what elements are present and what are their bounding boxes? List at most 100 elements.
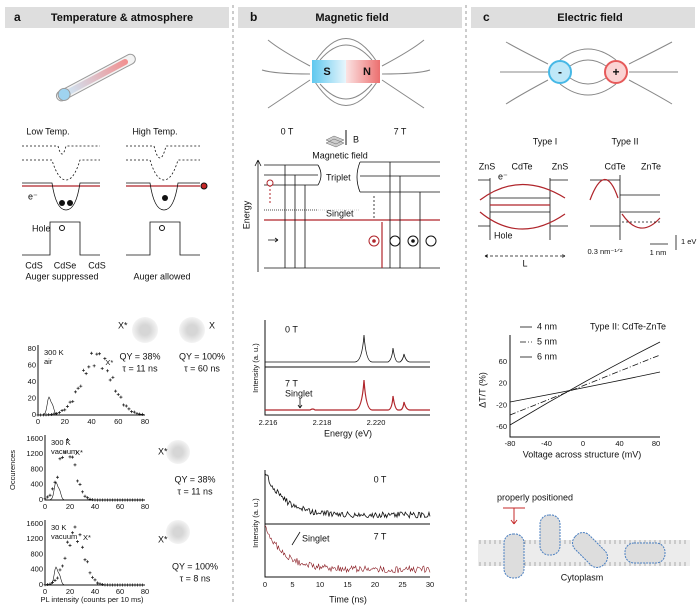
- y-tick-label: 20: [28, 393, 36, 402]
- x-tick-label: 2.220: [367, 418, 386, 427]
- x-tick-label: 80: [141, 587, 149, 596]
- label: 0.3 nm⁻¹ᐟ²: [587, 247, 623, 256]
- label: Type I: [533, 136, 558, 146]
- x-tick-label: -80: [505, 439, 516, 448]
- panel-letter: a: [14, 10, 21, 24]
- y-tick-label: 60: [499, 357, 507, 366]
- histogram: [47, 482, 67, 500]
- label: X*: [158, 534, 168, 544]
- label: ZnS: [479, 161, 496, 171]
- y-tick-label: 20: [499, 379, 507, 388]
- axis-label: Occurences: [8, 450, 17, 490]
- label: 7 T: [285, 378, 298, 388]
- label: Type II: CdTe-ZnTe: [590, 321, 666, 331]
- y-tick-label: 80: [28, 344, 36, 353]
- histogram: [47, 567, 67, 585]
- x-tick-label: 0: [263, 580, 267, 589]
- x-tick-label: 10: [316, 580, 324, 589]
- label: 0 T: [285, 324, 298, 334]
- label: Auger suppressed: [25, 271, 98, 281]
- label: vacuum: [51, 447, 77, 456]
- x-tick-label: 30: [426, 580, 434, 589]
- label: vacuum: [51, 532, 77, 541]
- panel-title: Magnetic field: [315, 12, 388, 24]
- x-tick-label: 80: [141, 502, 149, 511]
- label: 7 T: [374, 531, 387, 541]
- label: Type II: [611, 136, 638, 146]
- label: X: [209, 320, 215, 330]
- axis-label: Intensity (a. u.): [251, 343, 260, 393]
- label: X*: [158, 446, 168, 456]
- label: air: [44, 357, 53, 366]
- panel-letter: c: [483, 10, 490, 24]
- x-tick-label: 2.218: [313, 418, 332, 427]
- axis-label: Intensity (a. u.): [251, 498, 260, 548]
- panel-title: Electric field: [557, 12, 622, 24]
- y-tick-label: 1600: [26, 519, 43, 528]
- label: Singlet: [302, 533, 330, 543]
- y-tick-label: 800: [30, 549, 43, 558]
- label: τ = 60 ns: [184, 363, 220, 373]
- label: 1 eV: [681, 237, 696, 246]
- x-tick-label: 25: [398, 580, 406, 589]
- y-tick-label: 40: [28, 377, 36, 386]
- axis-label: Energy: [241, 200, 251, 229]
- y-tick-label: 1200: [26, 534, 43, 543]
- label: τ = 8 ns: [180, 573, 211, 583]
- magnet: [262, 39, 430, 109]
- label: 0 T: [374, 474, 387, 484]
- y-tick-label: 800: [30, 464, 43, 473]
- label: X*: [75, 448, 83, 457]
- x-tick-label: 40: [91, 502, 99, 511]
- label: τ = 11 ns: [177, 486, 213, 496]
- label: High Temp.: [132, 126, 177, 136]
- axis-label: Energy (eV): [324, 428, 372, 438]
- x-tick-label: 80: [652, 439, 660, 448]
- x-tick-label: 40: [615, 439, 623, 448]
- legend-label: 5 nm: [537, 336, 557, 346]
- label: 7 T: [394, 126, 407, 136]
- x-tick-label: 60: [116, 502, 124, 511]
- label: X*: [105, 358, 113, 367]
- y-tick-label: 0: [39, 580, 43, 589]
- panel-letter: b: [250, 10, 257, 24]
- x-tick-label: 20: [371, 580, 379, 589]
- label: 0 T: [281, 126, 294, 136]
- label: Auger allowed: [133, 271, 190, 281]
- label: Singlet: [326, 208, 354, 218]
- label: Hole: [32, 223, 51, 233]
- x-tick-label: 40: [91, 587, 99, 596]
- label: S: [323, 66, 330, 78]
- y-tick-label: 0: [32, 410, 36, 419]
- x-tick-label: 80: [141, 417, 149, 426]
- y-tick-label: -60: [496, 422, 507, 431]
- label: Cytoplasm: [561, 572, 604, 582]
- y-tick-label: -20: [496, 400, 507, 409]
- x-tick-label: 5: [290, 580, 294, 589]
- label: L: [522, 258, 527, 268]
- label: CdTe: [511, 161, 532, 171]
- label: ZnS: [552, 161, 569, 171]
- label: QY = 38%: [119, 351, 160, 361]
- panel-title: Temperature & atmosphere: [51, 12, 193, 24]
- label: Low Temp.: [26, 126, 69, 136]
- x-tick-label: 0: [43, 502, 47, 511]
- y-tick-label: 1200: [26, 449, 43, 458]
- label: B: [353, 134, 359, 144]
- label: CdTe: [604, 161, 625, 171]
- label: e⁻: [28, 191, 38, 201]
- x-tick-label: -40: [541, 439, 552, 448]
- label: CdSe: [54, 260, 77, 270]
- x-tick-label: 20: [66, 587, 74, 596]
- label: e⁻: [498, 171, 508, 181]
- label: QY = 38%: [174, 474, 215, 484]
- voltage-plot: [510, 327, 660, 437]
- sample-icon: [326, 136, 344, 147]
- label: 300 K: [44, 348, 64, 357]
- x-tick-label: 15: [343, 580, 351, 589]
- label: +: [612, 65, 619, 79]
- label: X*: [118, 320, 128, 330]
- band-diagram: [22, 146, 207, 255]
- x-tick-label: 0: [36, 417, 40, 426]
